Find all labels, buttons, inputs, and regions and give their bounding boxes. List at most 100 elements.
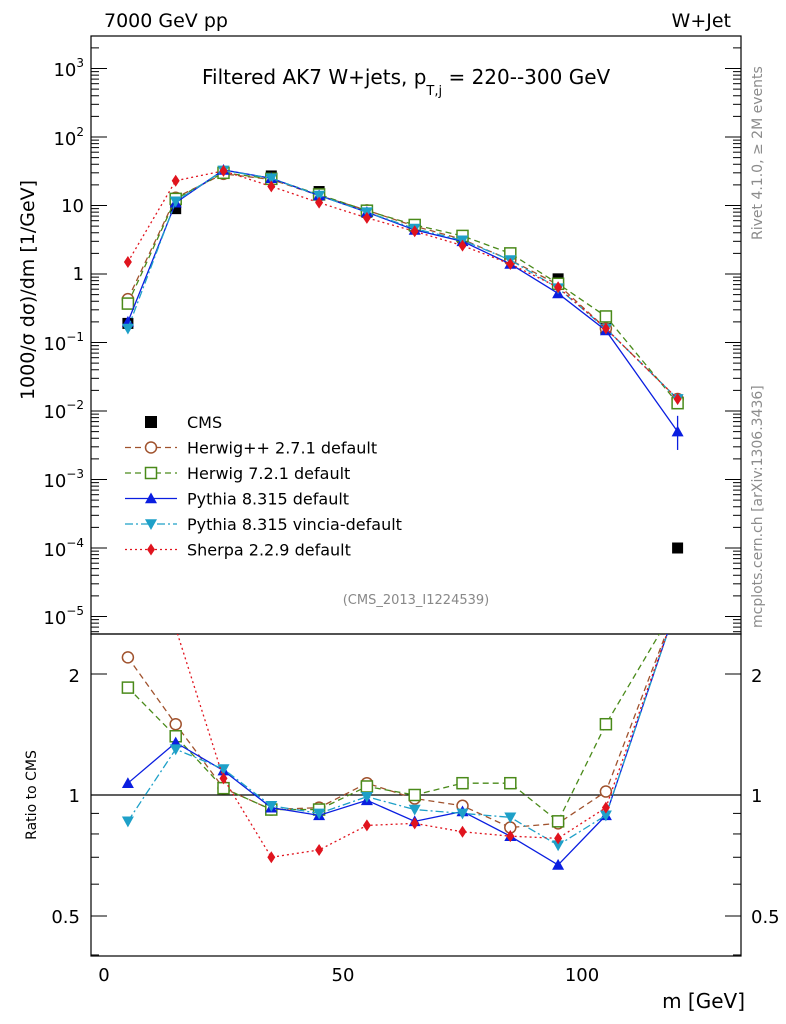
data-point [552, 840, 565, 852]
data-point [410, 817, 419, 830]
data-point [121, 777, 134, 788]
legend: CMS Herwig++ 2.7.1 default Herwig 7.2.1 de… [125, 413, 402, 560]
ratio-tick-label-right-1: 1 [751, 786, 762, 807]
data-point [506, 257, 515, 270]
y-tick-label-1e0: 1 [73, 264, 84, 285]
ratio-line [127, 634, 668, 866]
data-point [121, 681, 135, 694]
analysis-label: (CMS_2013_I1224539) [343, 593, 490, 608]
data-point [458, 239, 467, 252]
y-tick-label-1e3: 103 [53, 56, 84, 81]
data-point [408, 804, 421, 816]
mcplots-label: mcplots.cern.ch [arXiv:1306.3436] [750, 385, 766, 628]
y-tick-label-1e1: 10 [61, 196, 84, 217]
data-point [504, 812, 517, 824]
legend-label: Pythia 8.315 vincia-default [187, 515, 402, 534]
chart-title: Filtered AK7 W+jets, pT,j = 220--300 GeV [202, 65, 611, 99]
data-point [554, 281, 563, 294]
x-tick-label-0: 0 [98, 965, 109, 986]
data-point [599, 717, 613, 731]
legend-label: Herwig++ 2.7.1 default [187, 439, 377, 458]
ratio-line [127, 634, 667, 829]
legend-label: Herwig 7.2.1 default [187, 464, 350, 483]
data-point-cms [672, 542, 684, 554]
data-point [144, 466, 158, 480]
data-point [124, 449, 132, 461]
ratio-line [127, 634, 668, 846]
data-point [171, 174, 180, 187]
data-point [673, 392, 682, 405]
data-point [552, 858, 565, 870]
series-line [127, 172, 679, 404]
y-tick-label-1e-3: 10−3 [43, 467, 84, 492]
data-point [267, 851, 276, 864]
y-tick-label-1e2: 102 [53, 125, 84, 150]
data-point [504, 776, 517, 790]
y-tick-label-1e-2: 10−2 [43, 398, 84, 423]
data-point [410, 225, 419, 238]
data-point [554, 832, 563, 845]
data-point [551, 815, 565, 828]
data-point [601, 322, 610, 335]
data-point [121, 323, 134, 335]
y-tick-label-1e-1: 10−1 [43, 330, 84, 355]
ratio-line [127, 634, 661, 823]
ratio-line [176, 634, 668, 858]
legend-label-cms: CMS [187, 413, 222, 432]
data-point [456, 808, 469, 820]
data-point [169, 717, 182, 731]
y-tick-label-1e-4: 10−4 [43, 536, 84, 561]
data-point [408, 788, 421, 802]
y-axis-label-main: 1000/σ dσ)/dm [1/GeV] [17, 180, 39, 400]
ratio-series-layer [121, 449, 668, 870]
header-left: 7000 GeV pp [104, 10, 228, 32]
data-point [601, 801, 610, 814]
axis-ticks [91, 47, 741, 956]
data-point [599, 785, 613, 798]
ratio-tick-label-2: 2 [69, 666, 80, 687]
ratio-tick-label-right-0-5: 0.5 [751, 907, 780, 928]
data-point [219, 164, 228, 177]
data-point [169, 744, 182, 756]
data-point [315, 196, 324, 209]
legend-label: Sherpa 2.2.9 default [187, 541, 351, 560]
data-point [362, 211, 371, 224]
x-tick-label-50: 50 [332, 965, 355, 986]
data-point [121, 651, 135, 664]
data-point [360, 791, 373, 803]
y-axis-label-ratio: Ratio to CMS [24, 750, 40, 840]
data-point [121, 816, 134, 828]
legend-label: Pythia 8.315 default [187, 490, 349, 509]
data-point-cms [170, 203, 182, 215]
data-point [169, 196, 182, 208]
data-point [147, 543, 155, 556]
data-point [219, 772, 228, 785]
data-point [362, 819, 371, 832]
series-line [127, 169, 679, 400]
x-tick-label-100: 100 [565, 965, 599, 986]
data-point [360, 780, 374, 793]
data-point [145, 519, 157, 530]
data-point [145, 492, 157, 504]
data-point [144, 441, 158, 454]
y-tick-label-1e-5: 10−5 [43, 604, 84, 629]
data-point [267, 180, 276, 193]
series-line [127, 170, 679, 400]
ratio-tick-label-0-5: 0.5 [51, 907, 80, 928]
data-point [458, 825, 467, 838]
legend-marker-cms [145, 416, 157, 428]
data-point [123, 255, 132, 268]
series-line [127, 173, 679, 400]
ratio-tick-label-1: 1 [69, 786, 80, 807]
rivet-label: Rivet 4.1.0, ≥ 2M events [750, 66, 766, 240]
data-point [506, 830, 515, 843]
data-point [121, 297, 135, 310]
ratio-tick-label-right-2: 2 [751, 666, 762, 687]
data-point [265, 801, 278, 812]
header-right: W+Jet [672, 10, 731, 32]
data-point [315, 843, 324, 856]
data-point [265, 173, 278, 185]
x-axis-label: m [GeV] [662, 989, 745, 1013]
data-point [456, 776, 469, 790]
